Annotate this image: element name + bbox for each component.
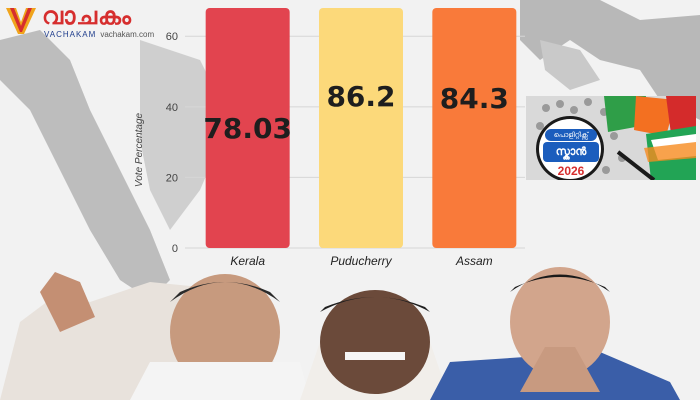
badge-title: സ്കാൻ: [543, 142, 599, 162]
x-tick-label: Assam: [455, 254, 493, 268]
bar-kerala: [205, 8, 290, 248]
badge-year: 2026: [557, 164, 585, 178]
y-tick-label: 40: [166, 102, 178, 114]
value-label: 86.2: [326, 80, 395, 113]
bar-assam: [432, 8, 517, 248]
politician-left-image: [0, 272, 310, 400]
chart-x-ticks: Kerala Puducherry Assam: [230, 254, 492, 268]
politician-center-image: [300, 290, 450, 400]
y-tick-label: 0: [172, 243, 178, 255]
brand-subtitle: VACHAKAM vachakam.com: [44, 30, 155, 39]
y-axis-label: Vote Percentage: [134, 113, 145, 188]
x-tick-label: Kerala: [230, 254, 265, 268]
brand-url: vachakam.com: [100, 30, 155, 39]
politicians-photo-strip: [0, 267, 680, 400]
brand-name: വാചകം: [42, 2, 132, 30]
chart-y-ticks: 0 20 40 60: [166, 31, 178, 255]
y-tick-label: 20: [166, 172, 178, 184]
badge-tag: പൊളിറ്റിക്സ്: [545, 129, 597, 141]
y-tick-label: 60: [166, 31, 178, 43]
politician-right-image: [430, 267, 680, 400]
election-badge: പൊളിറ്റിക്സ് സ്കാൻ 2026: [526, 96, 696, 180]
vote-percentage-bar-chart: 0 20 40 60 Kerala Puducherry Assam 78.03 86.2 8…: [134, 8, 525, 268]
badge-logo-circle: പൊളിറ്റിക്സ് സ്കാൻ 2026: [536, 116, 604, 180]
chart-value-labels: 78.03 86.2 84.3: [203, 80, 509, 145]
chart-bars: [205, 8, 517, 248]
brand-v-icon: [6, 8, 36, 34]
value-label: 78.03: [203, 112, 292, 145]
value-label: 84.3: [440, 82, 509, 115]
bar-puducherry: [319, 8, 403, 248]
x-tick-label: Puducherry: [330, 254, 392, 268]
brand-logo[interactable]: വാചകം VACHAKAM vachakam.com: [4, 2, 194, 39]
